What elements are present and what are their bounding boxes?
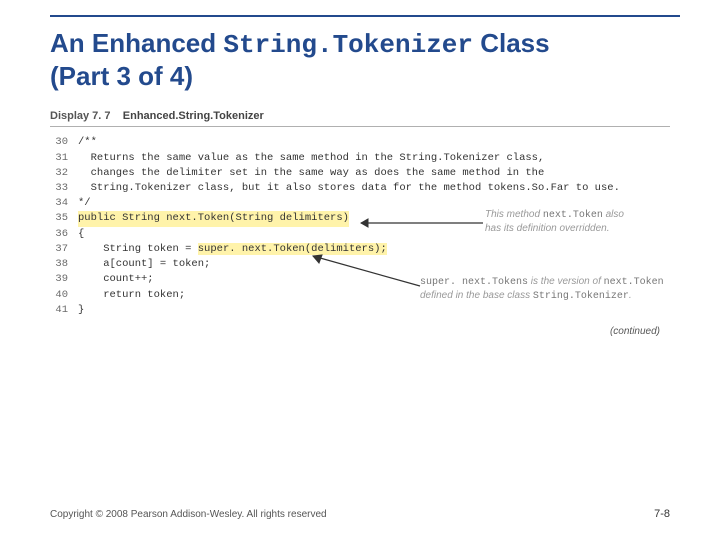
code-line: changes the delimiter set in the same wa… [78,166,620,181]
title-part1: An Enhanced [50,28,223,58]
annot-top-c: has its definition overridden. [485,223,610,234]
title-part2: Class [473,28,550,58]
annot-bot-code2: next.Token [604,277,664,288]
arrow-bottom [305,250,425,290]
annotation-top: This method next.Token also has its defi… [485,208,675,235]
annot-bot-a: is the version of [528,276,604,287]
annot-top-a: This method [485,209,543,220]
code-line: /** [78,135,620,150]
top-rule [50,15,680,17]
continued-label: (continued) [610,326,660,337]
title-code: String.Tokenizer [223,30,473,60]
code-line: String.Tokenizer class, but it also stor… [78,181,620,196]
code-line: } [78,303,620,318]
display-caption: Display 7. 7 Enhanced.String.Tokenizer [50,110,670,122]
page-number: 7-8 [654,508,670,520]
slide: An Enhanced String.Tokenizer Class (Part… [0,0,720,540]
copyright: Copyright © 2008 Pearson Addison-Wesley.… [50,509,327,520]
display-title: Enhanced.String.Tokenizer [123,110,264,122]
annot-bot-code3: String.Tokenizer [533,291,629,302]
annot-bot-code1: super. next.Tokens [420,277,528,288]
content: Display 7. 7 Enhanced.String.Tokenizer 3… [50,110,670,318]
slide-title: An Enhanced String.Tokenizer Class (Part… [50,28,670,92]
arrow-top [355,216,485,230]
title-line2: (Part 3 of 4) [50,61,193,91]
annotation-bottom: super. next.Tokens is the version of nex… [420,275,670,303]
display-label: Display 7. 7 [50,110,111,122]
line-number-gutter: 30 31 32 33 34 35 36 37 38 39 40 41 [50,135,78,318]
annot-top-code: next.Token [543,210,603,221]
annot-bot-b: defined in the base class [420,290,533,301]
annot-top-b: also [603,209,624,220]
annot-bot-c: . [629,290,632,301]
divider [50,126,670,127]
code-line: Returns the same value as the same metho… [78,151,620,166]
